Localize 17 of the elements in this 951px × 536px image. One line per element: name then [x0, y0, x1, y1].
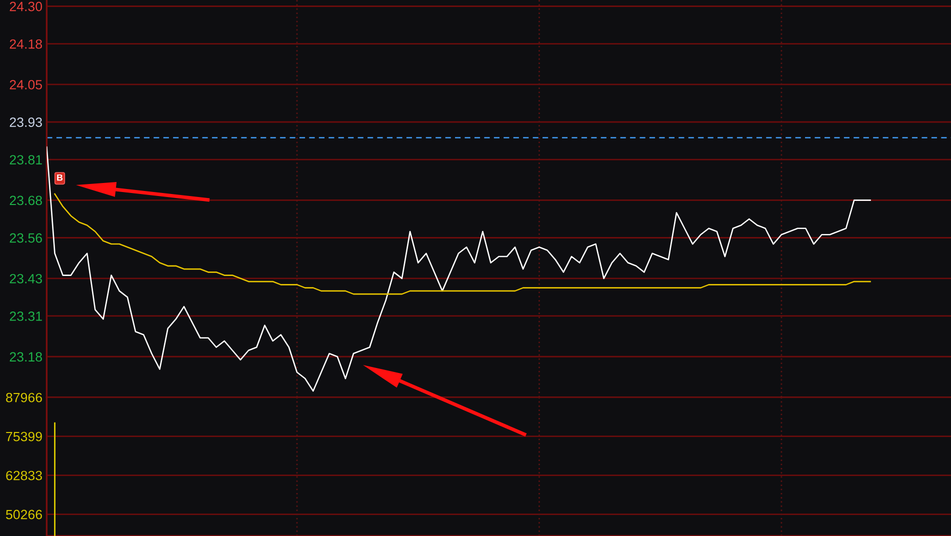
y-tick-label: 23.18: [10, 352, 42, 362]
y-tick-label: 75399: [6, 432, 42, 442]
y-tick-label: 23.81: [10, 155, 42, 165]
y-tick-label: 24.05: [10, 80, 42, 90]
y-tick-label: 23.93: [10, 118, 42, 127]
y-tick-label: 62833: [6, 470, 42, 480]
y-tick-label: 23.56: [10, 233, 42, 243]
line-series: [46, 146, 871, 392]
y-tick-label: 87966: [6, 392, 42, 402]
y-tick-label: 24.18: [10, 39, 42, 49]
line-series: [54, 193, 871, 295]
y-tick-label: 23.31: [10, 311, 42, 321]
y-tick-label: 24.30: [10, 2, 42, 12]
annotation: B: [57, 174, 63, 181]
y-tick-label: 50266: [6, 510, 42, 520]
y-tick-label: 23.68: [10, 196, 42, 206]
y-tick-label: 23.43: [10, 274, 42, 284]
